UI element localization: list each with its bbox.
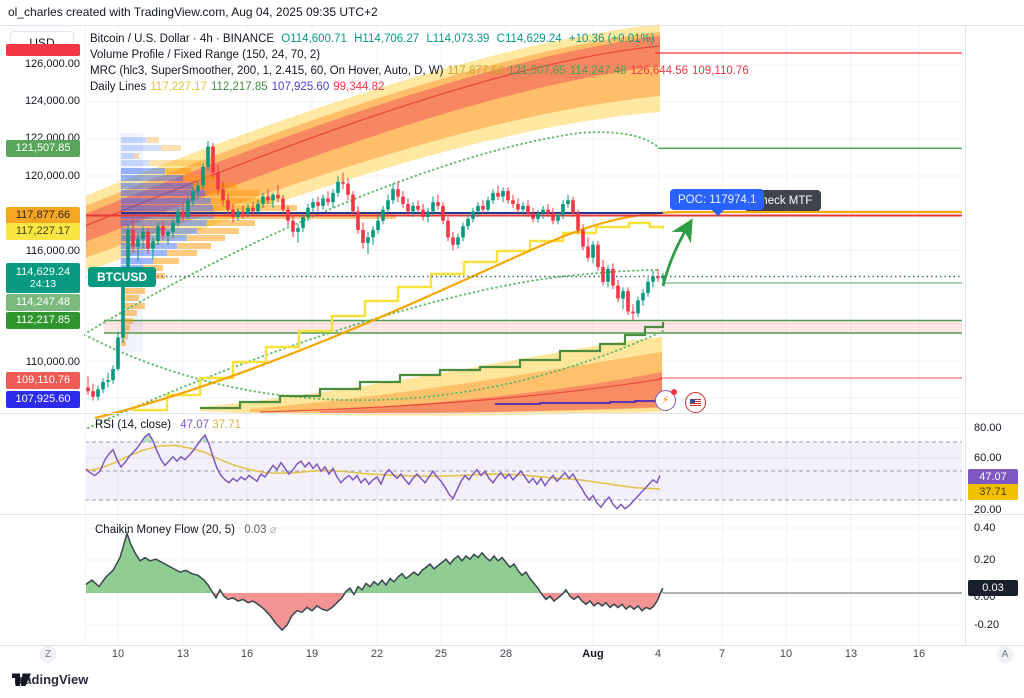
price-tick: 124,000.00 — [24, 95, 80, 107]
rsi-panel-title[interactable]: RSI (14, close) 47.07 37.71 — [95, 419, 241, 431]
time-axis-label: 13 — [844, 648, 858, 660]
daily-line-value: 107,925.60 — [271, 81, 330, 93]
mrc-value: 109,110.76 — [692, 65, 749, 77]
mrc-value: 117,877.66 — [447, 65, 505, 77]
time-axis-button-a[interactable]: A — [996, 646, 1014, 663]
notification-dot — [671, 389, 677, 395]
price-badge: 117,227.17 — [6, 222, 80, 240]
price-badge: 117,877.66 — [6, 206, 80, 224]
time-axis-label: 10 — [779, 648, 793, 660]
ohlc-low: L114,073.39 — [426, 33, 490, 45]
time-axis-label: 19 — [305, 648, 319, 660]
legend-mrc-row[interactable]: MRC (hlc3, SuperSmoother, 200, 1, 2.415,… — [90, 63, 757, 79]
price-badge: 107,925.60 — [6, 390, 80, 408]
indicator-value-badge: 0.03 — [968, 580, 1018, 596]
hidden-values-icon: ⌀ — [269, 524, 277, 536]
time-axis-label: 10 — [111, 648, 125, 660]
time-axis-label: 22 — [370, 648, 384, 660]
time-axis-label: 16 — [912, 648, 926, 660]
time-axis-label: 16 — [240, 648, 254, 660]
ohlc-high: H114,706.27 — [354, 33, 420, 45]
us-economic-event-icon[interactable] — [685, 392, 706, 413]
chart-credit: ol_charles created with TradingView.com,… — [8, 5, 378, 19]
cmf-panel-title[interactable]: Chaikin Money Flow (20, 5) 0.03 ⌀ — [95, 522, 277, 536]
daily-line-value: 112,217.85 — [210, 81, 268, 93]
ohlc-change: +10.36 (+0.01%) — [568, 33, 655, 45]
price-tick: 116,000.00 — [25, 245, 80, 257]
time-axis-label: 28 — [499, 648, 513, 660]
rsi-title-text: RSI (14, close) — [95, 419, 172, 431]
price-tick: 126,000.00 — [24, 58, 80, 70]
time-axis-label: 13 — [176, 648, 190, 660]
economic-event-icon[interactable]: ⚡ — [655, 389, 677, 411]
tradingview-footer[interactable]: TradingView — [12, 672, 88, 687]
daily-line-value: 117,227.17 — [150, 81, 207, 93]
symbol-watermark-badge: BTCUSD — [88, 267, 156, 287]
ohlc-open: O114,600.71 — [281, 33, 347, 45]
indicator-value-badge: 47.07 — [968, 469, 1018, 485]
indicator-tick: 80.00 — [974, 422, 1002, 434]
us-flag-icon — [690, 398, 701, 407]
time-axis-button-z[interactable]: Z — [39, 646, 57, 663]
price-badge — [6, 44, 80, 56]
price-badge: 109,110.76 — [6, 371, 80, 389]
price-badge: 112,217.85 — [6, 311, 80, 329]
tradingview-logo-icon — [12, 673, 31, 686]
indicator-tick: 0.20 — [974, 554, 996, 566]
legend-daily-lines-row[interactable]: Daily Lines 117,227.17 112,217.85 107,925.6… — [90, 79, 757, 95]
time-axis-label: 25 — [434, 648, 448, 660]
cmf-value: 0.03 — [244, 524, 267, 536]
lightning-icon: ⚡ — [661, 395, 670, 406]
mrc-label: MRC (hlc3, SuperSmoother, 200, 1, 2.415,… — [90, 65, 444, 77]
time-axis-label: Aug — [582, 648, 604, 660]
rsi-value: 47.07 — [180, 419, 210, 431]
legend-volume-profile-row[interactable]: Volume Profile / Fixed Range (150, 24, 7… — [90, 49, 321, 61]
indicator-value-badge: 37.71 — [968, 484, 1018, 500]
time-axis-label: 7 — [718, 648, 726, 660]
mrc-value: 114,247.48 — [569, 65, 627, 77]
mrc-value: 121,507.85 — [508, 65, 566, 77]
rsi-ma-value: 37.71 — [212, 419, 242, 431]
tradingview-brand: TradingView — [12, 672, 89, 687]
mrc-value: 126,644.56 — [630, 65, 689, 77]
time-axis-label: 4 — [654, 648, 662, 660]
price-badge: 121,507.85 — [6, 139, 80, 157]
ohlc-close: C114,629.24 — [496, 33, 562, 45]
price-badge: 114,629.24 24:13 — [6, 263, 80, 293]
poc-price-label[interactable]: POC: 117974.1 — [670, 189, 765, 216]
daily-lines-label: Daily Lines — [90, 81, 147, 93]
indicator-tick: 60.00 — [974, 452, 1002, 464]
price-tick: 120,000.00 — [24, 170, 80, 182]
cmf-title-text: Chaikin Money Flow (20, 5) — [95, 524, 235, 536]
price-tick: 110,000.00 — [25, 356, 80, 368]
daily-line-value: 99,344.82 — [333, 81, 385, 93]
indicator-tick: 0.40 — [974, 522, 996, 534]
indicator-tick: 20.00 — [974, 504, 1002, 516]
price-badge: 114,247.48 — [6, 293, 80, 311]
indicator-tick: -0.20 — [974, 619, 1000, 631]
chart-legend: Bitcoin / U.S. Dollar · 4h · BINANCE O11… — [90, 31, 757, 95]
legend-symbol-row[interactable]: Bitcoin / U.S. Dollar · 4h · BINANCE O11… — [90, 31, 757, 47]
symbol-title: Bitcoin / U.S. Dollar · 4h · BINANCE — [90, 33, 275, 45]
